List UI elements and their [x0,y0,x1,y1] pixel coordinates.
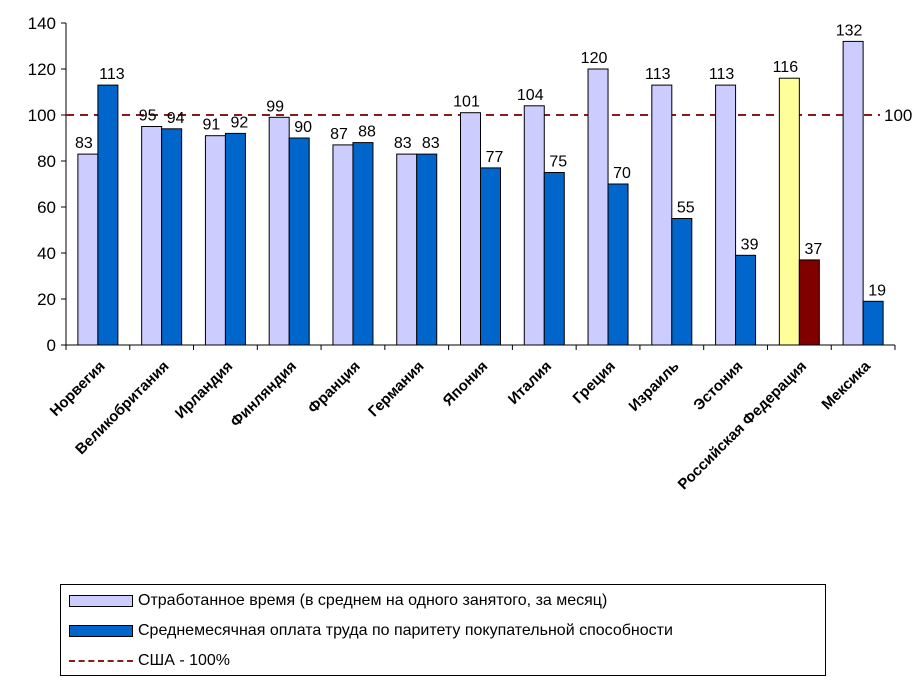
legend-label-hours: Отработанное время (в среднем на одного … [138,592,608,609]
data-label-wage: 55 [677,200,695,217]
data-labels-group: 83 113 95 94 91 92 99 90 87 88 83 83 101 77 104 75 120 70… [75,22,886,299]
bar-wage [97,84,119,346]
legend-label-wage: Среднемесячная оплата труда по паритету … [138,622,673,639]
data-label-hours: 113 [645,66,671,83]
bar-wage [480,167,501,346]
legend-item-usa: США - 100% [61,648,825,674]
bar-wage [224,132,246,346]
data-label-wage: 88 [358,124,376,141]
category-label: Эстония [690,358,746,414]
data-label-wage: 75 [549,154,567,171]
category-label: Италия [505,358,555,408]
data-label-hours: 101 [453,94,480,111]
bar-hours [141,126,163,346]
bars-group [77,40,884,346]
data-label-hours: 120 [581,50,608,67]
reference-line-label: 100 [884,106,912,125]
bar-hours [460,112,481,346]
bar-wage [798,259,820,346]
chart-axes: 0 20 40 60 80 100 120 140 [28,14,896,355]
bar-hours [396,153,418,346]
y-tick-label: 60 [37,198,56,217]
bar-hours [77,153,99,346]
data-label-hours: 91 [203,117,221,134]
legend-swatch-hours [69,595,133,607]
data-label-hours: 95 [139,108,157,125]
y-tick-label: 0 [47,336,56,355]
legend: Отработанное время (в среднем на одного … [60,584,826,676]
bar-wage [352,142,374,346]
data-label-wage: 39 [741,236,759,253]
legend-swatch-usa [69,660,133,662]
bar-hours [204,135,226,346]
category-label: Мексика [818,357,874,413]
data-label-hours: 104 [517,87,544,104]
category-label: Греция [570,358,619,407]
bar-wage [671,218,693,346]
legend-item-hours: Отработанное время (в среднем на одного … [61,588,825,614]
legend-swatch-wage [69,625,133,637]
bar-wage [416,153,438,346]
y-tick-label: 40 [37,244,56,263]
bar-wage [735,254,757,346]
bar-hours [523,105,545,346]
bar-wage [161,128,183,346]
data-label-hours: 87 [330,126,348,143]
category-label: Норвегия [47,358,109,420]
legend-label-usa: США - 100% [138,652,231,669]
data-label-hours: 83 [394,135,412,152]
data-label-hours: 99 [266,98,284,115]
data-label-hours: 113 [709,66,735,83]
y-tick-label: 120 [28,60,56,79]
data-label-wage: 19 [868,282,886,299]
category-label: Российская Федерация [675,358,810,493]
bar-wage [288,137,310,346]
y-tick-label: 80 [37,152,56,171]
category-label: Израиль [626,358,683,415]
category-label: Ирландия [172,358,236,422]
chart: 0 20 40 60 80 100 120 140 100 83 113 95 94 91 92 99 90… [28,14,913,493]
bar-hours [715,84,737,346]
bar-wage [607,183,629,346]
data-label-wage: 77 [486,149,504,166]
y-tick-label: 100 [28,106,56,125]
data-label-wage: 90 [294,119,312,136]
bar-wage [862,300,884,346]
bar-hours [332,144,354,346]
bar-hours [587,68,609,346]
y-tick-label: 20 [37,290,56,309]
category-label: Германия [365,358,427,420]
data-label-hours: 83 [75,135,93,152]
data-label-wage: 83 [422,135,440,152]
bar-wage [543,172,565,346]
legend-item-wage: Среднемесячная оплата труда по паритету … [61,618,825,644]
category-label: Япония [440,358,492,410]
data-label-hours: 132 [836,22,863,39]
data-label-wage: 70 [613,165,631,182]
bar-hours [778,77,800,346]
bar-hours [842,40,864,346]
data-label-wage: 92 [231,114,249,131]
category-label: Финляндия [227,358,300,431]
data-label-wage: 37 [804,241,822,258]
data-label-hours: 116 [773,59,799,76]
bar-hours [651,84,673,346]
data-label-wage: 94 [167,110,185,127]
category-label: Франция [305,358,364,417]
data-label-wage: 113 [99,66,125,83]
y-tick-label: 140 [28,14,56,33]
bar-hours [268,116,290,346]
